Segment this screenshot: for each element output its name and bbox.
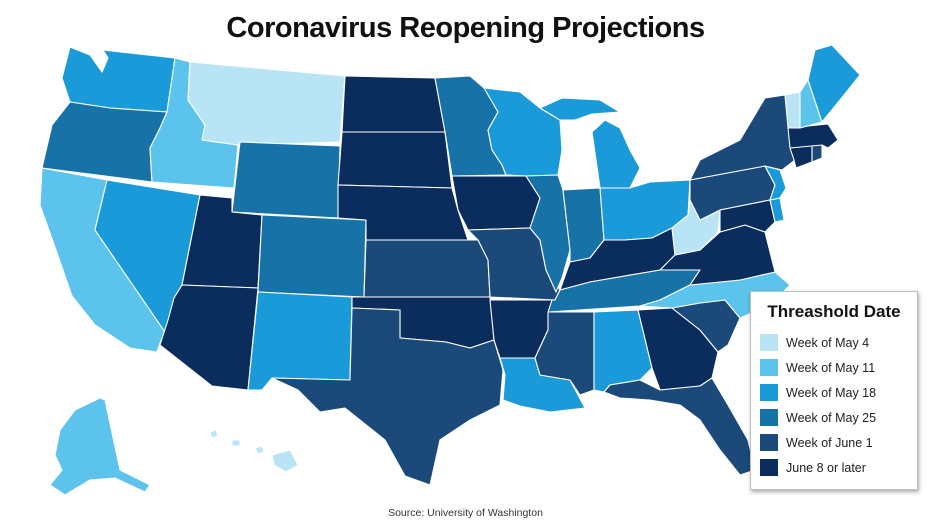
legend-label: June 8 or later [786,460,866,475]
state-ks [363,239,491,298]
legend-item: June 8 or later [760,455,908,480]
state-ny [689,94,796,181]
state-me [807,44,861,123]
state-mt [187,61,346,146]
state-ms [534,311,595,396]
legend-label: Week of May 25 [786,410,877,425]
legend-label: Week of May 4 [786,335,870,350]
legend-label: Week of June 1 [786,435,873,450]
state-il [525,174,571,293]
legend-label: Week of May 18 [786,385,877,400]
state-ct [789,144,813,169]
state-ak [49,397,151,496]
legend-swatch [760,409,778,426]
state-mi [539,97,641,189]
state-co [257,214,367,298]
legend-box: Threashold Date Week of May 4 Week of Ma… [750,291,918,490]
legend-item: Week of June 1 [760,430,908,455]
legend-swatch [760,459,778,476]
legend-swatch [760,359,778,376]
source-note: Source: University of Washington [388,507,543,519]
legend-swatch [760,334,778,351]
legend-label: Week of May 11 [786,360,876,375]
state-vt [784,91,801,129]
state-tx [271,307,504,486]
state-ia [451,175,541,231]
state-hi [209,429,299,473]
state-ri [811,144,823,163]
state-or [41,101,168,183]
state-nd [341,75,446,133]
state-sd [337,131,453,189]
legend-item: Week of May 4 [760,330,908,355]
state-az [159,284,259,391]
state-nm [247,291,353,391]
legend-item: Week of May 11 [760,355,908,380]
map-title: Coronavirus Reopening Projections [226,12,705,44]
state-ma [787,123,839,149]
legend-swatch [760,384,778,401]
legend-title: Threashold Date [767,302,901,321]
legend-swatch [760,434,778,451]
state-wa [61,46,176,113]
legend-item: Week of May 18 [760,380,908,405]
legend-item: Week of May 25 [760,405,908,430]
state-wy [231,141,341,219]
state-fl [603,377,756,476]
